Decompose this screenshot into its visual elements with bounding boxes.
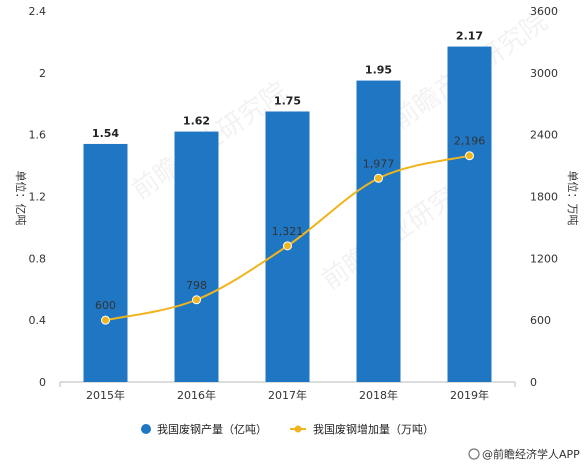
left-tick-label: 0 — [39, 376, 46, 389]
bar — [447, 46, 492, 382]
right-tick-label: 3000 — [530, 67, 558, 80]
line-value-label: 600 — [95, 299, 116, 312]
x-tick-label: 2015年 — [86, 388, 125, 402]
bar-value-label: 1.62 — [183, 115, 210, 128]
bar — [356, 80, 401, 382]
left-tick-label: 1.2 — [29, 191, 47, 204]
line-value-label: 1,321 — [272, 225, 304, 238]
line-value-label: 798 — [186, 279, 207, 292]
legend-bar-label: 我国废钢产量（亿吨） — [157, 422, 267, 436]
left-axis: 0 0.4 0.8 1.2 1.6 2 2.4 — [29, 5, 47, 389]
line-value-label: 2,196 — [454, 135, 486, 148]
left-tick-label: 0.8 — [29, 252, 47, 265]
right-tick-label: 1200 — [530, 252, 558, 265]
line-point — [374, 173, 383, 183]
source-logo-icon — [468, 448, 480, 460]
legend-line-label: 我国废钢增加量（万吨） — [313, 422, 434, 436]
bar-value-label: 1.95 — [365, 64, 392, 77]
bar-value-label: 2.17 — [456, 30, 483, 43]
right-tick-label: 600 — [530, 314, 551, 327]
left-tick-label: 2 — [39, 67, 46, 80]
left-tick-label: 0.4 — [29, 314, 47, 327]
x-tick-label: 2019年 — [450, 388, 489, 402]
line-point — [192, 295, 201, 305]
right-tick-label: 2400 — [530, 129, 558, 142]
x-axis: 2015年 2016年 2017年 2018年 2019年 — [86, 388, 489, 402]
x-tick-label: 2016年 — [177, 388, 216, 402]
right-tick-label: 3600 — [530, 5, 558, 18]
left-tick-label: 1.6 — [29, 129, 47, 142]
legend: 我国废钢产量（亿吨） 我国废钢增加量（万吨） — [141, 422, 434, 436]
right-axis: 0 600 1200 1800 2400 3000 3600 — [530, 5, 558, 389]
x-tick-label: 2018年 — [359, 388, 398, 402]
left-tick-label: 2.4 — [29, 5, 47, 18]
right-tick-label: 0 — [530, 376, 537, 389]
line-point — [465, 151, 474, 161]
left-axis-title: 单位：亿吨 — [14, 171, 28, 226]
legend-line-swatch — [294, 425, 302, 433]
bar-value-label: 1.54 — [92, 127, 119, 140]
line-point — [283, 241, 292, 251]
source-text: @前瞻经济学人APP — [482, 447, 580, 461]
legend-bar-swatch — [141, 424, 151, 434]
line-point — [101, 315, 110, 325]
line-value-label: 1,977 — [363, 157, 395, 170]
bar — [174, 131, 219, 382]
source: @前瞻经济学人APP — [468, 447, 580, 461]
bar — [83, 143, 128, 382]
bar-value-label: 1.75 — [274, 94, 301, 107]
right-axis-title: 单位：万吨 — [566, 171, 580, 226]
x-tick-label: 2017年 — [268, 388, 307, 402]
right-tick-label: 1800 — [530, 191, 558, 204]
line-series: 600 798 1,321 1,977 2,196 — [95, 135, 486, 325]
